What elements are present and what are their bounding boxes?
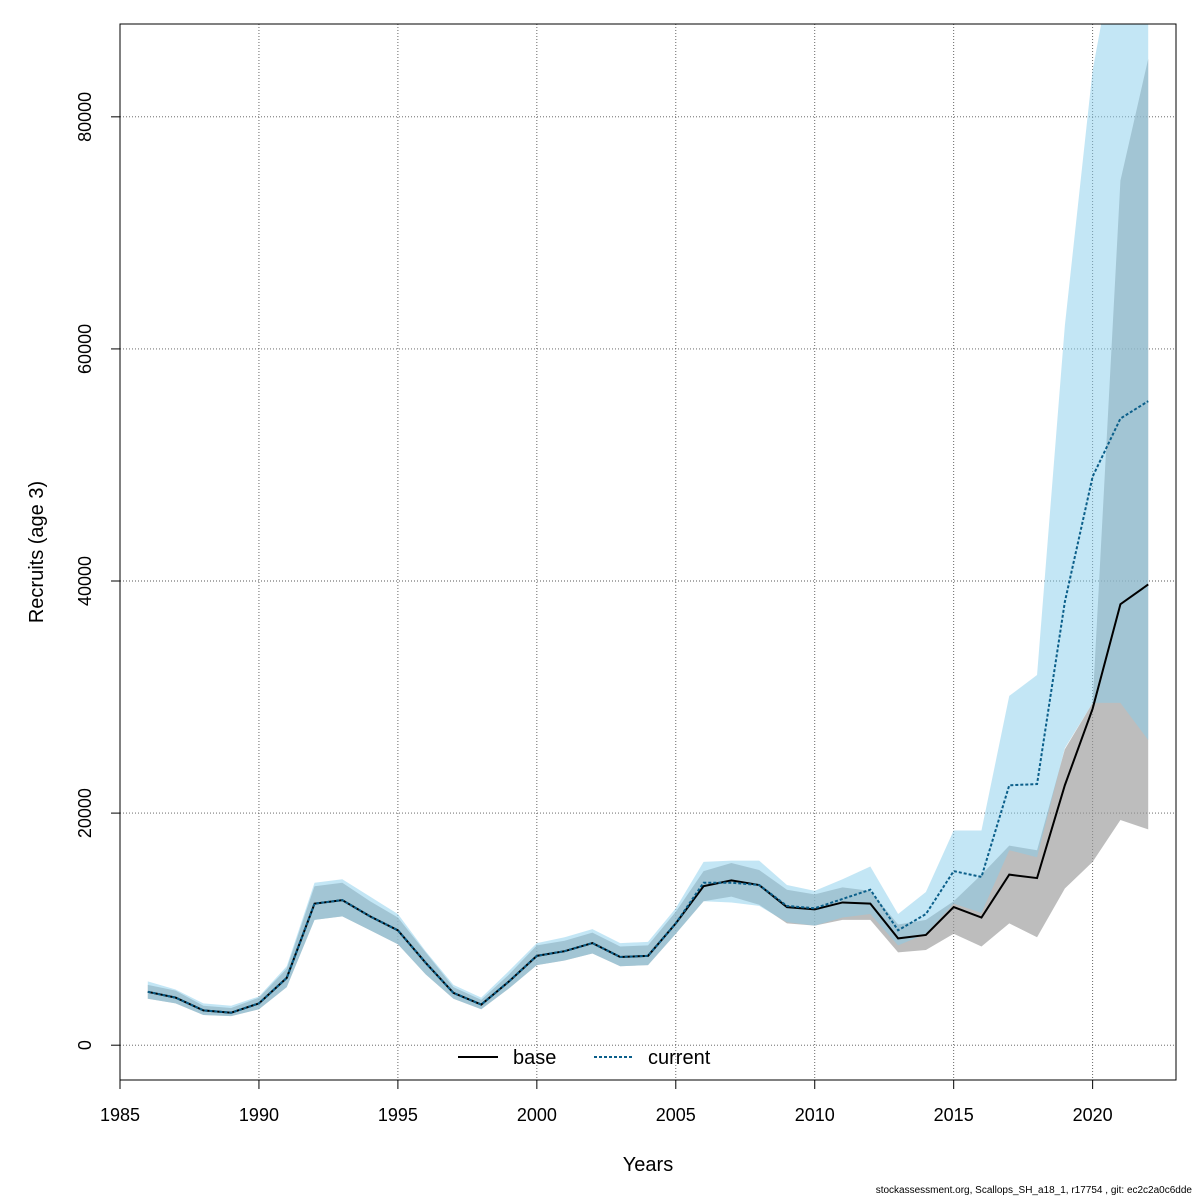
confidence-bands [147,24,1149,1017]
x-tick-label: 2000 [517,1105,557,1125]
x-tick-label: 2010 [795,1105,835,1125]
y-tick-label: 40000 [75,556,95,606]
footer-note: stockassessment.org, Scallops_SH_a18_1, … [875,1185,1192,1196]
axes: 1985 1990 1995 2000 2005 2010 2015 2020 0 20000 40… [75,92,1113,1125]
legend: base current [458,1047,711,1069]
x-axis-title: Years [623,1154,673,1176]
x-tick-label: 2015 [934,1105,974,1125]
legend-label-base: base [513,1047,556,1069]
x-tick-label: 2020 [1073,1105,1113,1125]
y-tick-label: 20000 [75,788,95,838]
x-tick-label: 1990 [239,1105,279,1125]
line-base [147,583,1149,1014]
y-tick-label: 80000 [75,92,95,142]
x-tick-label: 1995 [378,1105,418,1125]
legend-label-current: current [648,1047,711,1069]
y-axis-title: Recruits (age 3) [26,481,48,623]
y-tick-label: 60000 [75,324,95,374]
series-lines [147,400,1149,1014]
x-tick-label: 2005 [656,1105,696,1125]
y-tick-label: 0 [75,1040,95,1050]
x-tick-label: 1985 [100,1105,140,1125]
band-current [147,24,1149,1017]
